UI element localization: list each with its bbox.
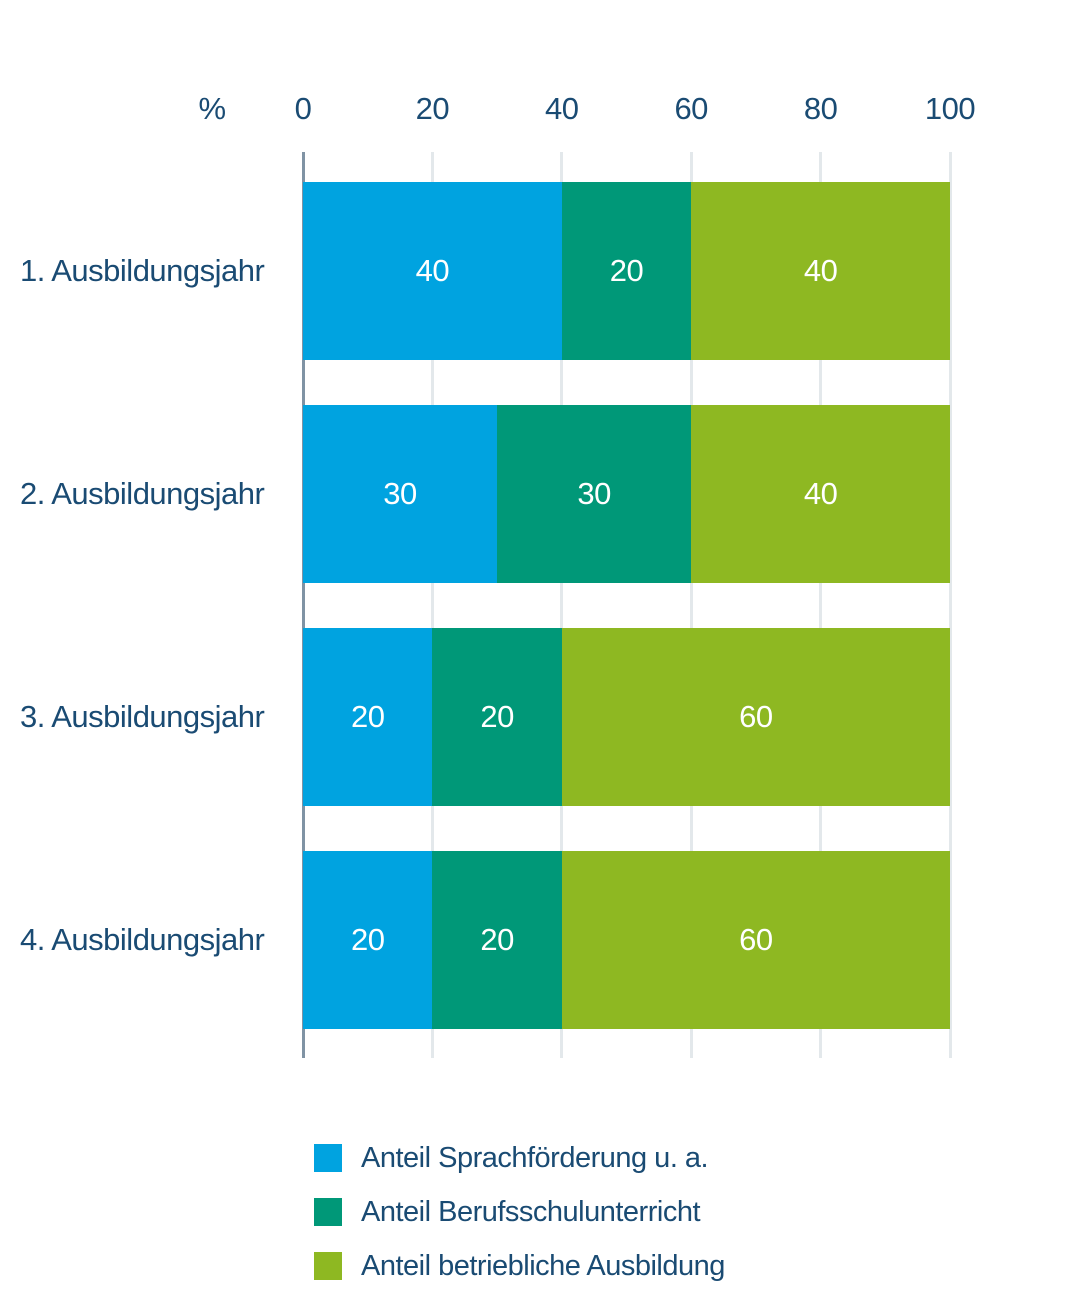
legend-label: Anteil Sprachförderung u. a. — [361, 1141, 709, 1174]
category-label-2: 2. Ausbildungsjahr — [20, 476, 265, 511]
bar-segment-series-2: 30 — [497, 405, 692, 583]
bar-value-label: 20 — [350, 922, 385, 957]
category-label-1: 1. Ausbildungsjahr — [20, 253, 265, 288]
bar-value-label: 40 — [415, 253, 450, 288]
gridline-100 — [948, 152, 952, 1058]
bar-value-label: 40 — [803, 476, 838, 511]
bar-value-label: 20 — [480, 699, 514, 734]
gridline-20 — [430, 152, 434, 1058]
legend: Anteil Sprachförderung u. a. Anteil Beruf… — [314, 1131, 725, 1293]
legend-item-1: Anteil Sprachförderung u. a. — [314, 1131, 725, 1185]
bar-segment-series-2: 20 — [561, 182, 692, 360]
bar-value-label: 20 — [480, 922, 514, 957]
axis-zero-line — [301, 152, 305, 1058]
axis-unit-label: % — [198, 91, 226, 126]
bar-segment-series-1: 20 — [303, 851, 433, 1029]
bar-value-label: 20 — [609, 253, 644, 288]
bar-segment-series-3: 60 — [561, 851, 950, 1029]
legend-swatch-icon — [314, 1252, 342, 1280]
bar-value-label: 30 — [577, 476, 611, 511]
bar-segment-series-3: 40 — [691, 405, 950, 583]
bar-row-2: 30 30 40 — [303, 405, 950, 583]
bar-segment-series-3: 40 — [691, 182, 950, 360]
legend-label: Anteil Berufsschulunterricht — [361, 1195, 701, 1228]
gridline-40 — [560, 152, 564, 1058]
legend-swatch-icon — [314, 1144, 342, 1172]
plot-area: 40 20 40 30 30 40 20 20 60 20 20 60 — [301, 152, 952, 1058]
x-tick-label-40: 40 — [545, 91, 579, 126]
x-tick-label-60: 60 — [674, 91, 708, 126]
bar-value-label: 20 — [350, 699, 385, 734]
bar-value-label: 60 — [739, 699, 773, 734]
x-tick-label-100: 100 — [924, 91, 976, 126]
bar-segment-series-2: 20 — [432, 851, 562, 1029]
bar-value-label: 40 — [803, 253, 838, 288]
category-label-3: 3. Ausbildungsjahr — [20, 699, 265, 734]
category-label-4: 4. Ausbildungsjahr — [20, 922, 265, 957]
bar-segment-series-1: 30 — [303, 405, 498, 583]
x-tick-label-80: 80 — [803, 91, 838, 126]
bar-segment-series-1: 40 — [303, 182, 562, 360]
bar-row-1: 40 20 40 — [303, 182, 950, 360]
bar-segment-series-2: 20 — [432, 628, 562, 806]
legend-item-3: Anteil betriebliche Ausbildung — [314, 1239, 725, 1293]
legend-swatch-icon — [314, 1198, 342, 1226]
legend-item-2: Anteil Berufsschulunterricht — [314, 1185, 725, 1239]
legend-label: Anteil betriebliche Ausbildung — [361, 1249, 725, 1282]
bar-row-4: 20 20 60 — [303, 851, 950, 1029]
x-tick-label-20: 20 — [415, 91, 450, 126]
gridline-60 — [689, 152, 693, 1058]
bar-value-label: 30 — [383, 476, 417, 511]
bar-segment-series-3: 60 — [561, 628, 950, 806]
gridline-80 — [819, 152, 823, 1058]
bar-row-3: 20 20 60 — [303, 628, 950, 806]
x-tick-label-0: 0 — [294, 91, 312, 126]
bar-value-label: 60 — [739, 922, 773, 957]
bar-segment-series-1: 20 — [303, 628, 433, 806]
